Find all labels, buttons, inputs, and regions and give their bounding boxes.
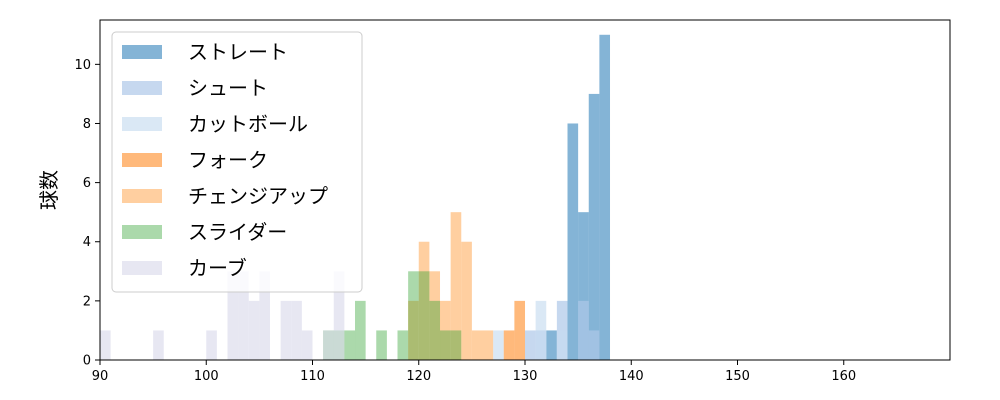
legend-label-6: カーブ bbox=[188, 256, 247, 280]
x-tick-label-2: 110 bbox=[300, 369, 325, 384]
x-axis: 90 100 110 120 130 140 150 160 bbox=[92, 360, 856, 384]
bar-2-2 bbox=[556, 330, 568, 360]
bar-4-5 bbox=[461, 241, 472, 360]
bars-layer bbox=[100, 34, 611, 360]
bar-1-4 bbox=[588, 330, 600, 360]
x-tick-label-7: 160 bbox=[831, 369, 856, 384]
legend-swatch-3 bbox=[122, 153, 162, 167]
bar-3-1 bbox=[514, 300, 526, 360]
bar-6-8 bbox=[291, 300, 302, 360]
bar-0-4 bbox=[599, 34, 611, 360]
x-tick-label-6: 150 bbox=[725, 369, 750, 384]
bar-4-4 bbox=[450, 212, 462, 360]
y-tick-label-0: 0 bbox=[83, 354, 91, 369]
bar-5-4 bbox=[376, 330, 387, 360]
legend-swatch-2 bbox=[122, 117, 162, 131]
y-tick-label-3: 6 bbox=[83, 176, 91, 191]
legend-label-5: スライダー bbox=[188, 220, 287, 244]
legend-label-0: ストレート bbox=[188, 40, 288, 64]
bar-1-3 bbox=[578, 300, 589, 360]
bar-4-1 bbox=[418, 241, 430, 360]
bar-5-10 bbox=[450, 330, 462, 360]
bar-2-0 bbox=[493, 330, 504, 360]
bar-4-6 bbox=[471, 330, 483, 360]
bar-4-7 bbox=[482, 330, 494, 360]
x-tick-label-3: 120 bbox=[406, 369, 431, 384]
bar-5-8 bbox=[429, 300, 441, 360]
legend-swatch-5 bbox=[122, 225, 162, 239]
bar-1-0 bbox=[525, 330, 536, 360]
y-axis: 0 2 4 6 8 10 bbox=[74, 58, 100, 369]
legend-label-4: チェンジアップ bbox=[188, 184, 328, 208]
plot-frame bbox=[99, 19, 951, 361]
bar-6-2 bbox=[206, 330, 217, 360]
bar-6-7 bbox=[280, 300, 292, 360]
y-tick-label-5: 10 bbox=[74, 58, 91, 73]
bar-5-5 bbox=[397, 330, 409, 360]
bar-6-6 bbox=[259, 271, 271, 360]
bar-6-11 bbox=[333, 271, 345, 360]
legend-swatch-0 bbox=[122, 45, 162, 59]
bar-5-9 bbox=[440, 330, 451, 360]
bar-6-10 bbox=[323, 330, 334, 360]
bar-0-1 bbox=[567, 123, 579, 360]
bar-5-2 bbox=[344, 330, 356, 360]
legend-label-1: シュート bbox=[188, 76, 268, 100]
y-tick-label-1: 2 bbox=[83, 294, 91, 309]
y-tick-label-4: 8 bbox=[83, 117, 91, 132]
bar-2-1 bbox=[535, 300, 547, 360]
y-tick-label-2: 4 bbox=[83, 235, 91, 250]
y-axis-label: 球数 bbox=[37, 170, 61, 210]
x-tick-label-0: 90 bbox=[92, 369, 109, 384]
legend-label-2: カットボール bbox=[188, 112, 308, 136]
bar-6-0 bbox=[100, 330, 111, 360]
legend-swatch-6 bbox=[122, 261, 162, 275]
bar-5-6 bbox=[408, 271, 419, 360]
bar-3-0 bbox=[503, 330, 515, 360]
bar-0-3 bbox=[588, 93, 600, 360]
bar-4-3 bbox=[440, 300, 451, 360]
bar-6-3 bbox=[227, 271, 239, 360]
legend-box bbox=[111, 31, 363, 293]
bar-0-2 bbox=[578, 212, 589, 360]
x-tick-label-5: 140 bbox=[619, 369, 644, 384]
legend-swatch-4 bbox=[122, 189, 162, 203]
legend-swatch-1 bbox=[122, 81, 162, 95]
x-tick-label-4: 130 bbox=[513, 369, 538, 384]
bar-0-0 bbox=[546, 330, 557, 360]
bar-5-3 bbox=[355, 300, 366, 360]
bar-5-7 bbox=[418, 271, 430, 360]
bar-4-0 bbox=[408, 300, 419, 360]
bar-4-2 bbox=[429, 271, 441, 360]
legend-label-3: フォーク bbox=[188, 148, 268, 172]
bar-6-4 bbox=[238, 271, 249, 360]
bar-6-9 bbox=[301, 330, 313, 360]
bar-6-1 bbox=[153, 330, 164, 360]
x-tick-label-1: 100 bbox=[194, 369, 219, 384]
bar-6-5 bbox=[248, 300, 260, 360]
